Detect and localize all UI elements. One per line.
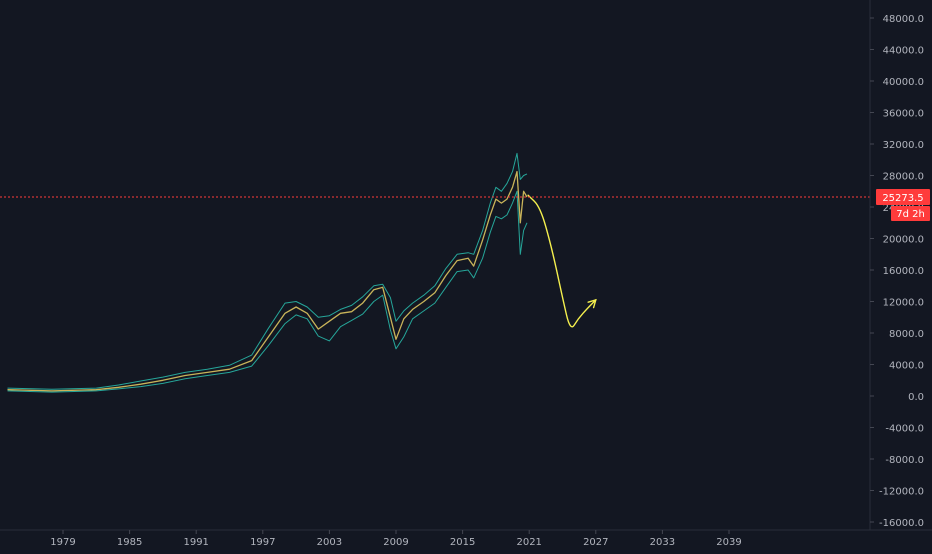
y-tick-label: -16000.0 [879, 518, 924, 529]
y-tick-label: 40000.0 [883, 77, 924, 88]
countdown-badge [891, 205, 930, 221]
y-tick-label: -8000.0 [885, 455, 924, 466]
y-tick-label: 8000.0 [889, 329, 924, 340]
y-tick-label: 16000.0 [883, 266, 924, 277]
y-tick-label: 36000.0 [883, 109, 924, 120]
current-price-text: 25273.5 [882, 193, 923, 204]
x-tick-label: 2015 [450, 537, 475, 548]
y-tick-label: 4000.0 [889, 361, 924, 372]
x-tick-label: 2033 [650, 537, 675, 548]
x-tick-label: 2027 [583, 537, 608, 548]
y-tick-label: 28000.0 [883, 172, 924, 183]
series-line-3 [7, 190, 528, 393]
x-tick-label: 2003 [317, 537, 342, 548]
projection-arrowhead [587, 298, 597, 309]
countdown-text: 7d 2h [896, 209, 925, 220]
price-axis[interactable]: 48000.0 44000.0 40000.0 36000.0 32000.0 28000… [870, 14, 924, 529]
x-tick-label: 2009 [383, 537, 408, 548]
series-line-2 [7, 152, 528, 390]
current-price-badge [876, 188, 930, 205]
y-tick-label: 12000.0 [883, 298, 924, 309]
y-tick-label: 48000.0 [883, 14, 924, 25]
y-tick-label: 0.0 [908, 392, 924, 403]
series-layer [7, 152, 528, 393]
x-tick-label: 1979 [50, 537, 75, 548]
time-axis[interactable]: 1979 1985 1991 1997 2003 2009 2015 2021 2027 2033… [50, 530, 742, 548]
series-line-1 [7, 170, 528, 392]
y-tick-label: -12000.0 [879, 487, 924, 498]
x-tick-label: 2039 [716, 537, 741, 548]
y-tick-label: 32000.0 [883, 140, 924, 151]
projection-path [527, 194, 597, 328]
projection-layer [527, 194, 597, 328]
price-label-layer: 25273.5 7d 2h [876, 188, 930, 221]
y-tick-label: 20000.0 [883, 235, 924, 246]
x-tick-label: 1997 [250, 537, 275, 548]
y-tick-label: 44000.0 [883, 46, 924, 57]
x-tick-label: 1985 [117, 537, 142, 548]
x-tick-label: 1991 [183, 537, 208, 548]
y-tick-label: -4000.0 [885, 424, 924, 435]
x-tick-label: 2021 [516, 537, 541, 548]
